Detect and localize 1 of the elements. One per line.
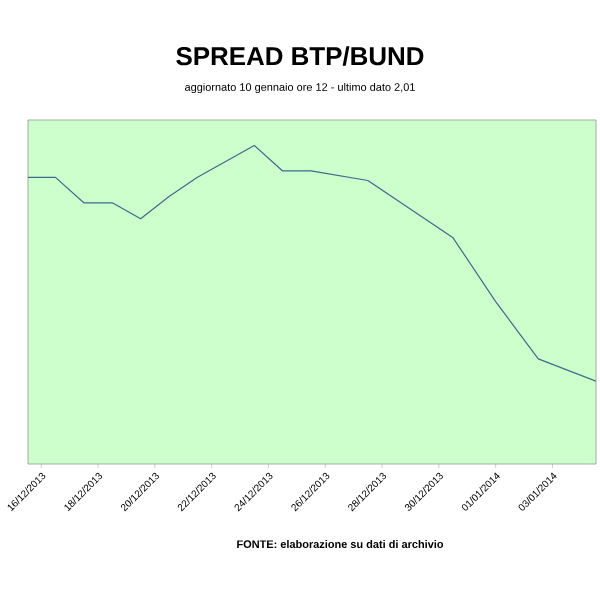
- chart-title: SPREAD BTP/BUND: [176, 46, 424, 66]
